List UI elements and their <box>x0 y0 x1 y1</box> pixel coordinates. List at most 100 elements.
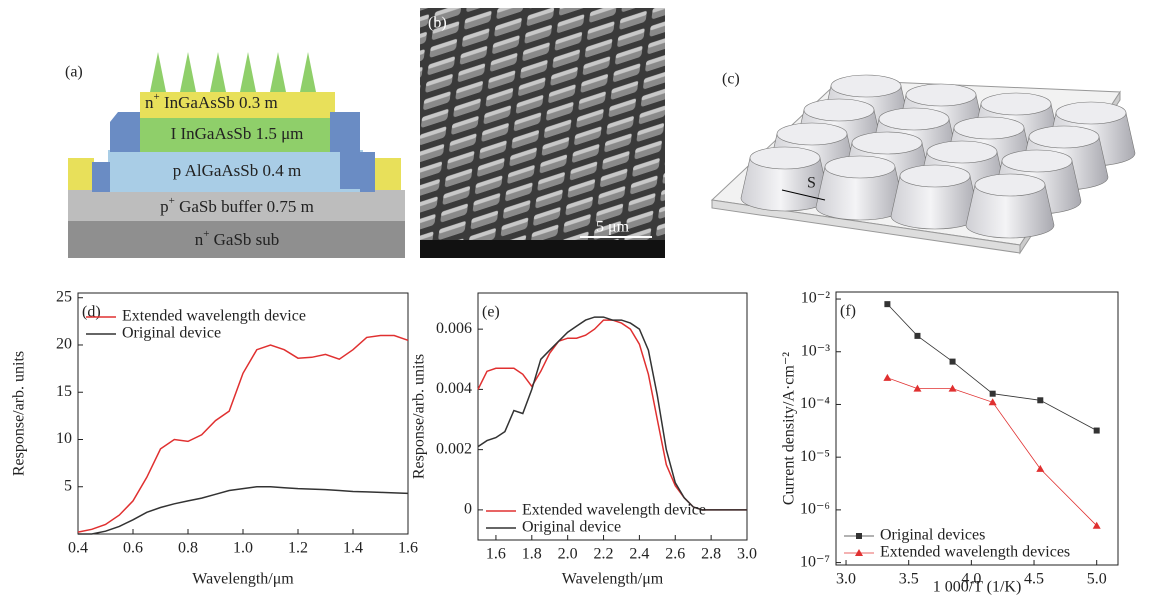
panel-label: (a) <box>65 64 83 81</box>
series-line <box>887 377 1097 526</box>
legend-label: Original device <box>522 519 621 536</box>
legend-marker <box>856 533 862 539</box>
layer-label-base: n <box>145 93 154 112</box>
sem-image <box>420 8 665 258</box>
series-line <box>77 334 409 533</box>
marker <box>914 332 921 339</box>
marker <box>1093 427 1100 434</box>
pillar-top <box>1028 125 1100 149</box>
marker <box>989 390 996 397</box>
x-tick-label: 2.8 <box>701 546 721 563</box>
y-axis-title: Current density/A·cm⁻² <box>781 352 798 505</box>
pillar-top <box>749 146 821 170</box>
y-tick-label: 10⁻⁶ <box>800 501 830 518</box>
panel-label: (e) <box>482 304 500 321</box>
y-tick-label: 5 <box>64 477 72 494</box>
pillar-top <box>1001 149 1073 173</box>
x-tick-label: 3.5 <box>899 571 919 588</box>
panel-c <box>710 74 1136 255</box>
layer-label: n+ InGaAsSb 0.3 m <box>145 91 278 112</box>
contact <box>68 158 94 190</box>
pillar-top <box>1055 101 1127 125</box>
x-axis-title: Wavelength/μm <box>192 571 294 588</box>
x-tick-label: 4.0 <box>961 571 981 588</box>
chart: 0 0.002 0.004 0.006 1.6 1.8 2.0 2.2 2.4 2.6 2.8 3.0… <box>411 292 757 588</box>
x-tick-label: 3.0 <box>737 546 757 563</box>
x-tick-label: 2.2 <box>594 546 614 563</box>
layer-label-text: GaSb buffer 0.75 m <box>175 197 314 216</box>
spacing-arrow <box>781 189 826 201</box>
y-tick-label: 10⁻² <box>801 290 830 307</box>
x-tick-label: 1.4 <box>343 540 363 557</box>
substrate-layer <box>68 220 405 258</box>
buffer-layer <box>68 190 405 221</box>
series-line <box>78 485 409 535</box>
legend-label: Original device <box>122 325 221 342</box>
legend-label: Original devices <box>880 527 985 544</box>
layer-label-text: GaSb sub <box>209 230 279 249</box>
layer-label: n+ GaSb sub <box>195 228 280 249</box>
pillar-top <box>953 116 1025 140</box>
marker <box>913 384 922 392</box>
x-tick-label: 1.0 <box>233 540 253 557</box>
x-tick-label: 5.0 <box>1087 571 1107 588</box>
y-tick-label: 0 <box>464 501 472 518</box>
scale-label: 5 μm <box>596 219 630 236</box>
spacing-label: S <box>807 175 816 192</box>
layer-label-base: n <box>195 230 204 249</box>
n-layer <box>140 92 335 118</box>
y-axis-title: Response/arb. units <box>411 354 428 479</box>
pillar-top <box>824 155 896 179</box>
pillar-top <box>980 92 1052 116</box>
plot-frame <box>477 292 748 541</box>
series-line <box>477 316 747 511</box>
algaassb-layer <box>108 150 363 192</box>
contact <box>375 158 401 190</box>
y-tick-label: 10⁻⁷ <box>800 553 830 570</box>
pillar-top <box>878 107 950 131</box>
pillar-top <box>776 122 848 146</box>
x-axis-title: 1 000/T (1/K) <box>933 579 1022 596</box>
y-tick-label: 10⁻⁴ <box>800 395 830 412</box>
legend-label: Extended wavelength device <box>122 308 306 325</box>
ingaassb-layer <box>130 117 345 152</box>
y-axis-title: Response/arb. units <box>11 351 28 476</box>
panel-label: (b) <box>428 15 447 32</box>
marker <box>1036 464 1045 472</box>
legend-marker <box>855 549 863 556</box>
marker <box>948 384 957 392</box>
y-tick-label: 15 <box>56 383 72 400</box>
x-axis-title: Wavelength/μm <box>562 571 664 588</box>
layer-label-text: p AlGaAsSb 0.4 m <box>173 161 301 180</box>
x-tick-label: 1.6 <box>398 540 418 557</box>
x-tick-label: 1.6 <box>486 546 506 563</box>
chart: 10⁻⁷ 10⁻⁶ 10⁻⁵ 10⁻⁴ 10⁻³ 10⁻² 3.0 3.5 4.0 4.5 5.0 1… <box>781 290 1119 596</box>
pillar-top <box>803 98 875 122</box>
y-tick-label: 0.004 <box>436 380 472 397</box>
legend-label: Extended wavelength device <box>522 502 706 519</box>
y-tick-label: 10⁻³ <box>801 342 830 359</box>
x-tick-label: 1.8 <box>522 546 542 563</box>
panel-b: (b) 5 μm <box>420 8 665 258</box>
marker <box>1092 521 1101 529</box>
y-tick-label: 0.002 <box>436 440 472 457</box>
passivation <box>92 112 140 192</box>
layer-label: p+ GaSb buffer 0.75 m <box>160 195 314 216</box>
marker <box>988 398 997 406</box>
layer-label-base: p <box>160 197 169 216</box>
y-tick-label: 0.006 <box>436 320 472 337</box>
y-tick-label: 20 <box>56 336 72 353</box>
nanospikes <box>150 52 316 92</box>
x-tick-label: 2.0 <box>558 546 578 563</box>
pillar-top <box>851 131 923 155</box>
pillar-top <box>926 140 998 164</box>
panel-label: (c) <box>722 71 740 88</box>
x-tick-label: 1.2 <box>288 540 308 557</box>
layer-label: I InGaAsSb 1.5 μm <box>171 124 304 143</box>
panel-a: (a) <box>65 52 405 258</box>
legend-label: Extended wavelength devices <box>880 544 1070 561</box>
pillar-top <box>830 74 902 98</box>
x-tick-label: 3.0 <box>836 571 856 588</box>
x-tick-label: 4.5 <box>1024 571 1044 588</box>
